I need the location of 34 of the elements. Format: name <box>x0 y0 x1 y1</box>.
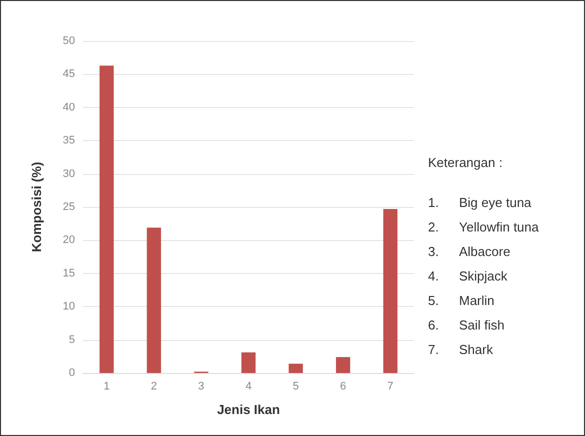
x-axis-title: Jenis Ikan <box>217 402 280 417</box>
x-tick-label: 4 <box>245 380 252 392</box>
x-tick-label: 6 <box>340 380 346 392</box>
bar <box>100 66 114 373</box>
y-tick-label: 20 <box>62 234 75 246</box>
bar <box>336 357 350 373</box>
y-tick-label: 50 <box>62 35 75 47</box>
x-tick-label: 5 <box>292 380 299 392</box>
text: 4. Skipjack <box>428 268 508 284</box>
text: 1. Big eye tuna <box>428 195 532 210</box>
text: 5. Marlin <box>428 293 494 308</box>
text: Keterangan : <box>428 155 502 170</box>
y-tick-label: 35 <box>62 134 75 147</box>
text: 7. Shark <box>428 342 493 357</box>
bar <box>146 228 162 373</box>
y-tick-label: 30 <box>62 168 75 180</box>
y-tick-label: 10 <box>62 300 75 313</box>
text: 2. Yellowfin tuna <box>428 220 539 234</box>
bar <box>288 364 303 373</box>
text: 6. Sail fish <box>428 318 505 332</box>
y-tick-label: 40 <box>62 101 75 114</box>
y-tick-label: 25 <box>62 201 75 213</box>
bar <box>241 352 256 373</box>
y-tick-label: 0 <box>68 367 75 379</box>
text: 3. Albacore <box>428 244 510 259</box>
y-tick-label: 5 <box>68 334 75 346</box>
x-tick-label: 2 <box>150 380 157 392</box>
x-tick-label: 1 <box>104 380 110 392</box>
bar <box>383 208 398 373</box>
y-axis-title: Komposisi (%) <box>29 162 44 252</box>
y-tick-label: 45 <box>62 68 75 80</box>
x-tick-label: 3 <box>198 380 204 392</box>
y-tick-label: 15 <box>62 267 75 280</box>
x-tick-label: 7 <box>387 380 394 392</box>
